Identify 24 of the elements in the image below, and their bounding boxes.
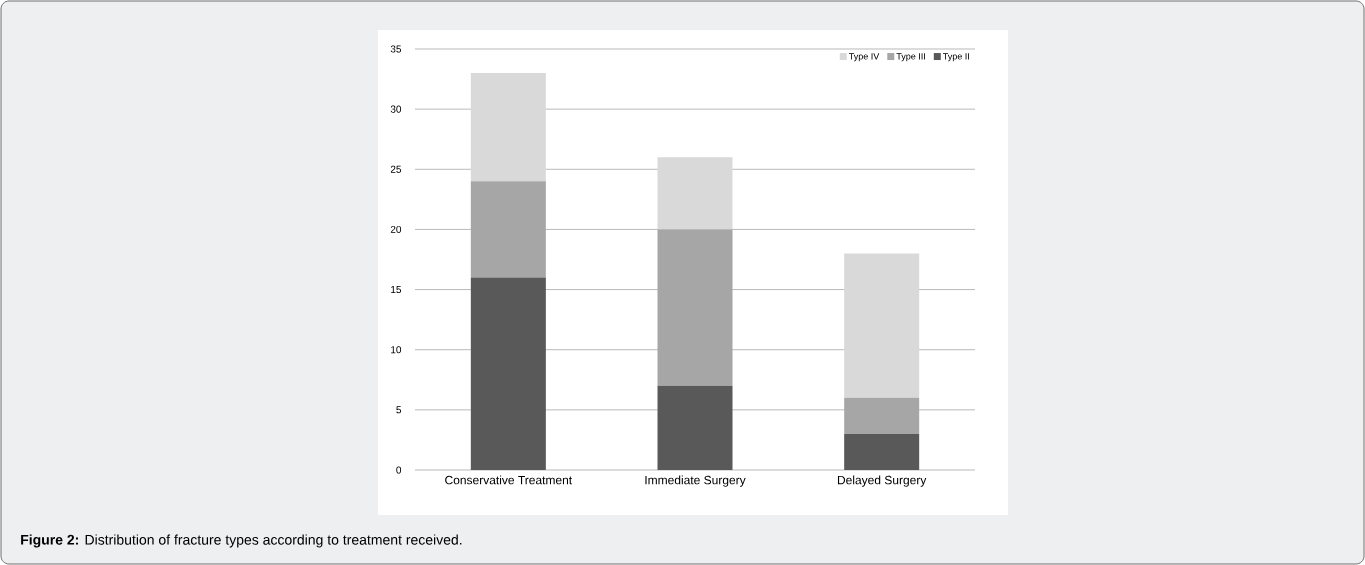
bar (470, 277, 546, 470)
y-tick-label: 5 (396, 406, 402, 414)
y-tick-label: 30 (390, 105, 402, 113)
x-tick-label: Immediate Surgery (645, 475, 746, 487)
x-tick-label: Delayed Surgery (837, 475, 927, 487)
bar (844, 433, 920, 470)
y-tick-label: 35 (390, 45, 402, 53)
bar (470, 181, 546, 278)
legend-label: Type III (896, 53, 925, 62)
bar (470, 73, 546, 182)
bar (844, 253, 920, 398)
bar (657, 229, 733, 386)
y-tick-label: 25 (390, 165, 402, 173)
legend-label: Type IV (848, 53, 880, 62)
y-tick-label: 15 (391, 286, 402, 294)
y-tick-label: 10 (391, 346, 402, 354)
y-tick-label: 20 (390, 225, 402, 233)
text: Figure 2: Distribution of fracture types according to treatment received. (21, 534, 462, 548)
bar (844, 397, 920, 434)
bar (657, 157, 733, 230)
legend-label: Type II (943, 53, 969, 62)
x-tick-label: Conservative Treatment (445, 475, 573, 485)
bar (657, 385, 733, 470)
y-tick-label: 0 (396, 466, 402, 474)
